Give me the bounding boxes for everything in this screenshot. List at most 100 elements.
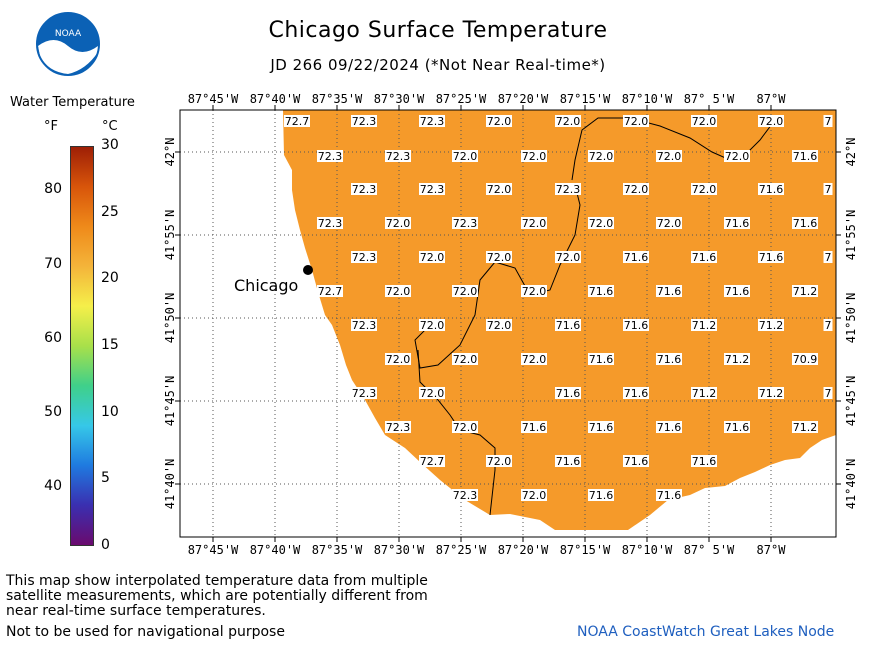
temperature-label-bg (792, 285, 818, 297)
temperature-value: 72.0 (487, 455, 512, 468)
temperature-value: 71.6 (589, 489, 614, 502)
temperature-value: 7 (825, 115, 832, 128)
legend-tick-c: 25 (101, 203, 119, 220)
temperature-label-bg (758, 319, 784, 331)
temperature-label-bg (521, 421, 547, 433)
color-scale-bar (70, 146, 94, 546)
temperature-value: 71.6 (793, 217, 818, 230)
lon-label-top: 87°W (757, 92, 787, 106)
temperature-value: 71.6 (624, 455, 649, 468)
lon-label-bottom: 87°15'W (560, 543, 611, 557)
temperature-label-bg (758, 251, 784, 263)
temperature-value: 71.6 (556, 387, 581, 400)
city-label: Chicago (234, 276, 298, 295)
temperature-label-bg (419, 319, 445, 331)
temperature-value: 72.0 (556, 115, 581, 128)
temperature-value: 71.6 (657, 353, 682, 366)
lon-label-bottom: 87°10'W (622, 543, 673, 557)
lon-label-top: 87°10'W (622, 92, 673, 106)
temperature-value: 72.3 (352, 251, 377, 264)
legend-tick-f: 80 (44, 181, 62, 198)
temperature-label-bg (656, 489, 682, 501)
temperature-value: 71.6 (657, 421, 682, 434)
logo-text: NOAA (55, 29, 82, 39)
water-grid-lines (180, 110, 836, 537)
temperature-label-bg (588, 150, 614, 162)
temperature-label-bg (656, 285, 682, 297)
lon-label-top: 87°45'W (188, 92, 239, 106)
lon-label-bottom: 87°35'W (312, 543, 363, 557)
temperature-label-bg (555, 115, 581, 127)
temperature-label-bg (419, 455, 445, 467)
temperature-value: 72.7 (318, 285, 343, 298)
legend-tick-f: 50 (44, 403, 62, 420)
temperature-label-bg (419, 387, 445, 399)
lon-label-bottom: 87°W (757, 543, 787, 557)
map-body: 72.7 72.3 72.3 72.0 72.0 72.0 72.0 72.0 7 72.3 72.… (179, 109, 837, 538)
temperature-label-bg (823, 387, 833, 399)
temperature-value: 72.0 (386, 353, 411, 366)
temperature-label-bg (691, 455, 717, 467)
temperature-value: 71.2 (759, 319, 784, 332)
legend-tick-f: 70 (44, 255, 62, 272)
temperature-value: 72.0 (759, 115, 784, 128)
temperature-label-bg (823, 319, 833, 331)
credit-text: NOAA CoastWatch Great Lakes Node (577, 624, 835, 640)
temperature-label-bg (792, 353, 818, 365)
lon-label-bottom: 87°40'W (250, 543, 301, 557)
temperature-label-bg (317, 150, 343, 162)
temperature-value: 71.6 (624, 251, 649, 264)
temperature-label-bg (486, 319, 512, 331)
legend-unit-f: °F (44, 119, 58, 134)
temperature-value: 7 (825, 183, 832, 196)
lon-label-top: 87°15'W (560, 92, 611, 106)
temperature-value: 71.6 (624, 319, 649, 332)
page-subtitle: JD 266 09/22/2024 (*Not Near Real-time*) (270, 56, 606, 74)
temperature-label-bg (691, 387, 717, 399)
temperature-value: 72.0 (420, 251, 445, 264)
lon-label-bottom: 87°25'W (436, 543, 487, 557)
temperature-label-bg (691, 115, 717, 127)
legend-tick-f: 60 (44, 329, 62, 346)
temperature-label-bg (758, 115, 784, 127)
temperature-value: 72.7 (285, 115, 310, 128)
temperature-value: 7 (825, 387, 832, 400)
temperature-value: 72.0 (522, 489, 547, 502)
temperature-label-bg (623, 387, 649, 399)
temperature-label-bg (521, 285, 547, 297)
temperature-value: 71.6 (624, 387, 649, 400)
temperature-value: 72.0 (386, 217, 411, 230)
lon-label-top: 87° 5'W (684, 92, 735, 106)
temperature-value: 71.6 (556, 455, 581, 468)
latitude-axis-left: 42°N 41°55'N 41°50'N 41°45'N 41°40'N (163, 138, 180, 509)
temperature-label-bg (823, 115, 833, 127)
temperature-label-bg (724, 217, 750, 229)
temperature-value: 72.0 (487, 251, 512, 264)
temperature-value: 72.0 (487, 183, 512, 196)
temperature-value: 71.6 (589, 421, 614, 434)
temperature-value: 71.6 (793, 150, 818, 163)
temperature-value: 72.0 (487, 115, 512, 128)
legend-tick-c: 10 (101, 403, 119, 420)
temperature-label-bg (385, 285, 411, 297)
legend-tick-c: 30 (101, 137, 119, 153)
temperature-label-bg (419, 251, 445, 263)
temperature-label-bg (588, 353, 614, 365)
temperature-label-bg (452, 217, 478, 229)
temperature-value: 72.7 (420, 455, 445, 468)
temperature-value: 72.0 (522, 285, 547, 298)
temperature-value: 72.0 (624, 115, 649, 128)
temperature-label-bg (521, 489, 547, 501)
temperature-value: 71.6 (589, 353, 614, 366)
temperature-value: 72.0 (692, 183, 717, 196)
temperature-value: 71.2 (725, 353, 750, 366)
temperature-value: 71.6 (522, 421, 547, 434)
legend-tick-c: 5 (101, 470, 110, 487)
temperature-label-bg (656, 353, 682, 365)
temperature-label-bg (317, 285, 343, 297)
temperature-label-bg (588, 217, 614, 229)
data-disclaimer: This map show interpolated temperature d… (6, 573, 428, 619)
temperature-value: 72.3 (556, 183, 581, 196)
temperature-value: 72.3 (453, 489, 478, 502)
